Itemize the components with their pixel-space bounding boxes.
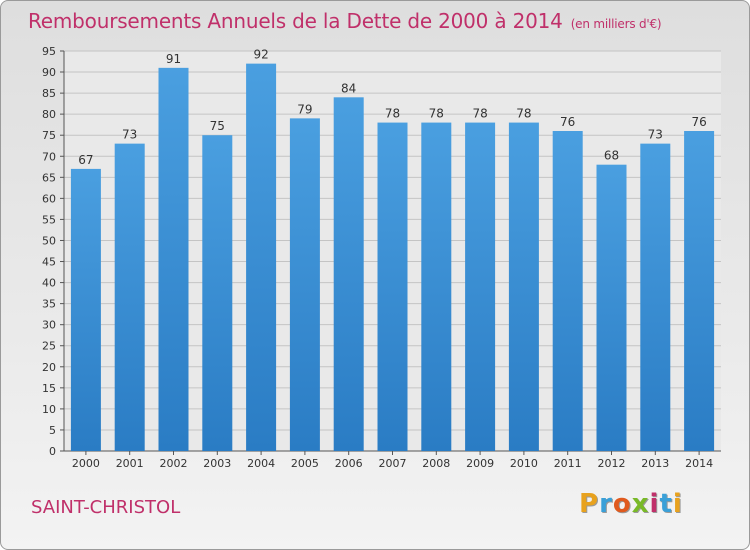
bar xyxy=(246,63,277,451)
y-tick-label: 15 xyxy=(42,382,56,395)
y-tick-label: 90 xyxy=(42,66,56,79)
logo-letter: r xyxy=(599,489,613,519)
bar xyxy=(70,168,101,452)
y-tick-label: 55 xyxy=(42,213,56,226)
x-tick-label: 2009 xyxy=(466,457,494,470)
bar-value-label: 84 xyxy=(341,81,356,95)
x-tick-label: 2007 xyxy=(379,457,407,470)
bar xyxy=(421,122,452,451)
bar xyxy=(552,131,583,451)
x-tick-label: 2010 xyxy=(510,457,538,470)
x-tick-label: 2013 xyxy=(641,457,669,470)
y-tick-label: 80 xyxy=(42,108,56,121)
x-tick-label: 2011 xyxy=(554,457,582,470)
bar xyxy=(596,164,627,451)
chart-title-text: Remboursements Annuels de la Dette de 20… xyxy=(28,9,563,33)
y-tick-label: 45 xyxy=(42,256,56,269)
commune-name: SAINT-CHRISTOL xyxy=(31,497,181,518)
y-tick-label: 75 xyxy=(42,129,56,142)
y-tick-label: 65 xyxy=(42,171,56,184)
y-tick-label: 10 xyxy=(42,403,56,416)
y-tick-label: 25 xyxy=(42,340,56,353)
y-tick-label: 60 xyxy=(42,192,56,205)
x-tick-label: 2012 xyxy=(598,457,626,470)
bar-value-label: 92 xyxy=(253,48,268,62)
chart-title: Remboursements Annuels de la Dette de 20… xyxy=(28,9,662,33)
bar xyxy=(640,143,671,451)
logo-letter: x xyxy=(631,489,650,519)
y-tick-label: 95 xyxy=(42,45,56,58)
bar xyxy=(377,122,408,451)
logo-letter: i xyxy=(649,489,660,519)
bar xyxy=(465,122,496,451)
bar-value-label: 68 xyxy=(604,149,619,163)
bar-value-label: 76 xyxy=(560,115,575,129)
bar-value-label: 75 xyxy=(210,119,225,133)
logo-letter: o xyxy=(612,489,632,519)
x-tick-label: 2000 xyxy=(72,457,100,470)
bar-value-label: 76 xyxy=(691,115,706,129)
x-tick-label: 2001 xyxy=(116,457,144,470)
logo-letter: P xyxy=(579,489,600,519)
bar-value-label: 78 xyxy=(385,107,400,121)
x-tick-label: 2005 xyxy=(291,457,319,470)
bar xyxy=(333,97,364,451)
logo-letter: i xyxy=(672,489,683,519)
y-tick-label: 35 xyxy=(42,298,56,311)
x-tick-label: 2008 xyxy=(422,457,450,470)
bar xyxy=(289,118,320,452)
bar xyxy=(684,131,715,451)
chart-unit: (en milliers d'€) xyxy=(570,17,662,31)
y-tick-label: 5 xyxy=(49,424,56,437)
x-tick-label: 2003 xyxy=(203,457,231,470)
y-tick-label: 50 xyxy=(42,234,56,247)
bar-value-label: 91 xyxy=(166,52,181,66)
x-tick-label: 2014 xyxy=(685,457,713,470)
bar xyxy=(508,122,539,451)
proxiti-logo: Proxiti xyxy=(579,489,683,519)
x-tick-label: 2002 xyxy=(160,457,188,470)
y-tick-label: 40 xyxy=(42,277,56,290)
y-tick-label: 85 xyxy=(42,87,56,100)
bar-value-label: 73 xyxy=(122,128,137,142)
logo-letter: t xyxy=(659,489,673,519)
y-tick-label: 20 xyxy=(42,361,56,374)
y-tick-label: 30 xyxy=(42,319,56,332)
bar-value-label: 78 xyxy=(516,107,531,121)
bar xyxy=(158,67,189,451)
bar xyxy=(202,135,233,452)
bar xyxy=(114,143,145,451)
bar-value-label: 78 xyxy=(429,107,444,121)
bar-value-label: 67 xyxy=(78,153,93,167)
bar-value-label: 79 xyxy=(297,102,312,116)
x-tick-label: 2004 xyxy=(247,457,275,470)
bar-value-label: 78 xyxy=(472,107,487,121)
x-tick-label: 2006 xyxy=(335,457,363,470)
bar-value-label: 73 xyxy=(648,128,663,142)
y-tick-label: 70 xyxy=(42,150,56,163)
y-tick-label: 0 xyxy=(49,445,56,458)
